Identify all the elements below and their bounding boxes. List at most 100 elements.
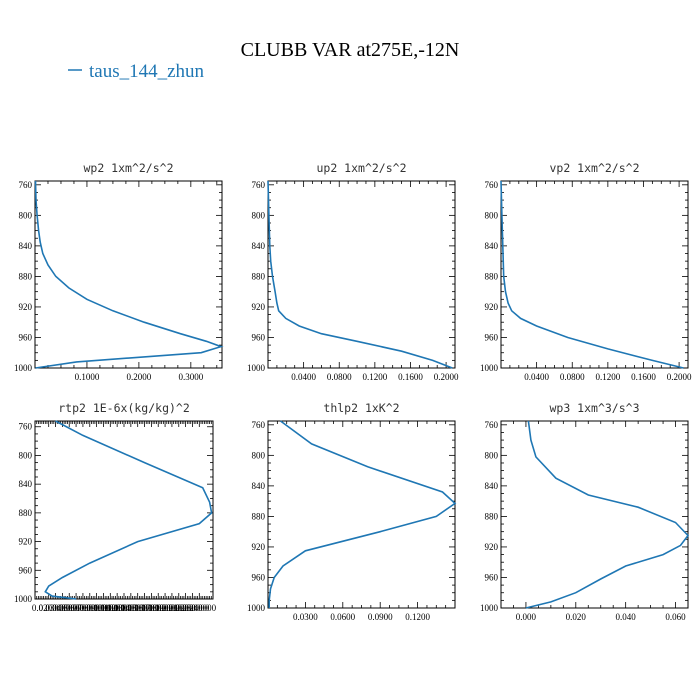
y-tick-label: 840 (19, 241, 33, 251)
x-tick-label: 0.000 (516, 612, 537, 622)
y-tick-label: 800 (485, 450, 499, 460)
panel-title: wp2 1xm^2/s^2 (83, 161, 173, 175)
y-tick-label: 960 (19, 565, 33, 575)
x-tick-label: 0.1600 (631, 372, 656, 382)
y-tick-label: 840 (252, 241, 266, 251)
x-tick-label: 0.1200 (595, 372, 620, 382)
y-tick-label: 840 (485, 481, 499, 491)
y-tick-label: 760 (19, 422, 33, 432)
x-tick-label: 0.220000 (169, 603, 203, 613)
y-tick-label: 840 (19, 479, 33, 489)
series-line (34, 180, 224, 369)
panel-title: up2 1xm^2/s^2 (316, 161, 406, 175)
plot-frame (267, 180, 456, 369)
y-tick-label: 960 (19, 332, 33, 342)
y-tick-label: 1000 (247, 603, 266, 613)
y-tick-label: 800 (252, 210, 266, 220)
x-tick-label: 0.130000 (107, 603, 141, 613)
y-tick-label: 920 (485, 542, 499, 552)
x-tick-label: 0.0400 (524, 372, 549, 382)
y-tick-label: 1000 (480, 363, 499, 373)
y-tick-label: 880 (485, 511, 499, 521)
x-tick-label: 0.090000 (80, 603, 114, 613)
x-tick-label: 0.040000 (46, 603, 80, 613)
x-tick-label: 0.1600 (398, 372, 423, 382)
x-tick-label: 0.0800 (560, 372, 585, 382)
x-tick-label: 0.150000 (121, 603, 155, 613)
y-tick-label: 920 (19, 537, 33, 547)
y-tick-label: 800 (19, 450, 33, 460)
y-tick-label: 760 (485, 420, 499, 430)
y-tick-label: 1000 (247, 363, 266, 373)
series-line (44, 420, 213, 600)
y-tick-label: 880 (485, 271, 499, 281)
y-tick-label: 920 (485, 302, 499, 312)
y-tick-label: 880 (252, 511, 266, 521)
x-tick-label: 0.0400 (291, 372, 316, 382)
y-tick-label: 880 (19, 271, 33, 281)
y-tick-label: 1000 (14, 363, 33, 373)
x-tick-label: 0.1200 (362, 372, 387, 382)
y-tick-label: 1000 (480, 603, 499, 613)
x-tick-label: 0.110000 (94, 603, 128, 613)
plot-frame (500, 180, 689, 369)
y-tick-label: 960 (252, 332, 266, 342)
x-tick-label: 0.2000 (667, 372, 692, 382)
y-tick-label: 800 (485, 210, 499, 220)
y-tick-label: 880 (252, 271, 266, 281)
x-tick-label: 0.0900 (368, 612, 393, 622)
y-tick-label: 840 (252, 481, 266, 491)
series-line (500, 180, 684, 369)
x-tick-label: 0.160000 (128, 603, 162, 613)
plot-frame (34, 420, 214, 600)
y-tick-label: 760 (485, 180, 499, 190)
y-tick-label: 800 (19, 210, 33, 220)
x-tick-label: 0.0300 (293, 612, 318, 622)
panel-title: wp3 1xm^3/s^3 (549, 401, 639, 415)
panel-2: up2 1xm^2/s^2 760 800 840 880 920 960 1000 0.040… (247, 161, 459, 382)
x-tick-label: 0.180000 (141, 603, 175, 613)
legend: taus_144_zhun (68, 61, 205, 82)
x-tick-label: 0.0800 (327, 372, 352, 382)
x-tick-label: 0.210000 (162, 603, 196, 613)
x-tick-label: 0.170000 (135, 603, 169, 613)
legend-label: taus_144_zhun (89, 61, 205, 82)
x-tick-label: 0.3000 (178, 372, 203, 382)
y-tick-label: 760 (252, 420, 266, 430)
x-tick-label: 0.060000 (59, 603, 93, 613)
x-tick-label: 0.2000 (434, 372, 459, 382)
panel-5: thlp2 1xK^2 760 800 840 880 920 960 1000 0.0300 0… (247, 401, 457, 622)
x-tick-label: 0.030000 (39, 603, 73, 613)
y-tick-label: 840 (485, 241, 499, 251)
x-tick-label: 0.020 (566, 612, 587, 622)
x-tick-label: 0.050000 (52, 603, 86, 613)
x-tick-label: 0.200000 (155, 603, 189, 613)
panel-3: vp2 1xm^2/s^2 760 800 840 880 920 960 1000 0.040… (480, 161, 692, 382)
y-tick-label: 880 (19, 508, 33, 518)
x-tick-label: 0.2000 (127, 372, 152, 382)
panel-4: rtp2 1E-6x(kg/kg)^2 760 800 840 880 920 960 100… (14, 401, 217, 613)
y-tick-label: 760 (19, 180, 33, 190)
x-tick-label: 0.190000 (148, 603, 182, 613)
y-tick-label: 1000 (14, 594, 33, 604)
y-tick-label: 920 (19, 302, 33, 312)
series-line (268, 420, 457, 608)
panel-1: wp2 1xm^2/s^2 760 800 840 880 920 960 1000 0.100… (14, 161, 224, 382)
x-tick-label: 0.1200 (405, 612, 430, 622)
panels: wp2 1xm^2/s^2 760 800 840 880 920 960 1000 0.100… (14, 161, 692, 622)
panel-title: thlp2 1xK^2 (323, 401, 399, 415)
x-tick-label: 0.080000 (73, 603, 107, 613)
plot-frame (500, 420, 689, 609)
y-tick-label: 960 (485, 572, 499, 582)
panel-title: vp2 1xm^2/s^2 (549, 161, 639, 175)
x-tick-label: 0.040 (616, 612, 637, 622)
series-line (267, 180, 453, 369)
y-tick-label: 920 (252, 302, 266, 312)
x-tick-label: 0.0600 (330, 612, 355, 622)
x-tick-label: 0.100000 (87, 603, 121, 613)
x-tick-label: 0.020000 (32, 603, 66, 613)
panel-title: rtp2 1E-6x(kg/kg)^2 (58, 401, 190, 415)
panel-6: wp3 1xm^3/s^3 760 800 840 880 920 960 1000 0.000… (480, 401, 690, 622)
y-tick-label: 800 (252, 450, 266, 460)
